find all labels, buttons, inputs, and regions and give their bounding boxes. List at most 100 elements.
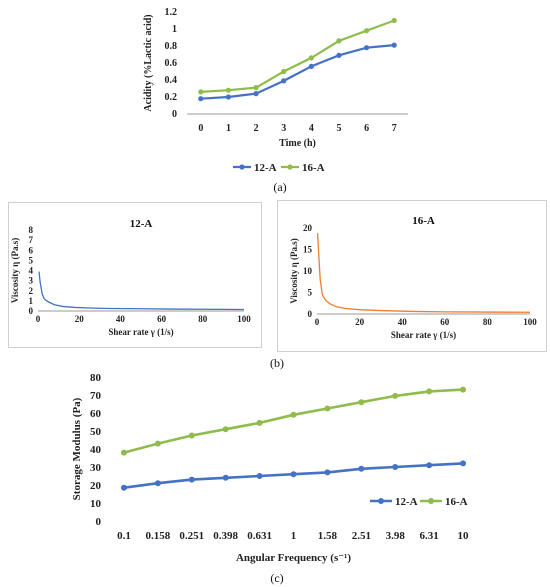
chart-title: 16-A <box>412 215 435 227</box>
data-point <box>324 405 331 412</box>
legend-marker-16-A <box>428 498 434 504</box>
data-point <box>392 464 399 470</box>
x-tick-label: 10 <box>458 530 470 542</box>
x-tick-label: 7 <box>392 123 397 134</box>
x-tick-label: 0.631 <box>247 530 272 542</box>
data-point <box>336 38 342 44</box>
x-tick-label: 3 <box>281 123 286 134</box>
data-point <box>290 411 297 418</box>
data-point <box>222 474 229 481</box>
y-tick-label: 70 <box>90 390 102 402</box>
x-axis-label: Time (h) <box>279 138 316 149</box>
series-line-12-A <box>200 44 395 100</box>
data-point <box>225 87 232 93</box>
x-tick-label: 0 <box>36 314 41 324</box>
chart-title: 12-A <box>130 218 153 230</box>
x-tick-label: 0.158 <box>145 530 170 542</box>
caption-c: (c) <box>270 571 283 585</box>
data-point <box>120 484 127 491</box>
data-point <box>225 94 232 100</box>
legend-label: 16-A <box>445 496 468 508</box>
caption-b-wrap: (b) <box>270 356 284 370</box>
y-tick-label: 50 <box>90 426 102 438</box>
y-tick-label: 1 <box>29 296 34 306</box>
storage-modulus-chart: 0 10 20 30 40 50 60 70 80 0.1 0.158 0.251 0.398 0.631… <box>71 372 470 564</box>
data-point <box>336 52 342 58</box>
viscosity-curve <box>38 271 245 311</box>
legend-label: 12-A <box>254 162 277 174</box>
x-tick-label: 100 <box>523 317 537 327</box>
series-line-16-A <box>123 388 464 454</box>
y-tick-label: 0 <box>96 516 102 528</box>
y-tick-label: 0.8 <box>165 41 178 52</box>
data-point <box>392 392 399 399</box>
data-point <box>256 473 263 479</box>
data-point <box>120 449 127 456</box>
y-tick-label: 7 <box>29 235 34 245</box>
x-tick-label: 2.51 <box>352 530 371 542</box>
data-point <box>154 480 161 487</box>
data-point <box>363 45 370 51</box>
x-tick-label: 3.98 <box>386 530 406 542</box>
y-tick-label: 0.6 <box>165 58 178 69</box>
y-tick-label: 3 <box>29 276 34 286</box>
viscosity-16a-frame <box>277 200 547 352</box>
viscosity-curve <box>316 233 531 313</box>
data-point <box>358 399 365 406</box>
legend-marker-16-A <box>287 164 293 170</box>
x-tick-label: 80 <box>198 314 208 324</box>
y-tick-label: 20 <box>90 480 102 492</box>
y-tick-label: 80 <box>90 372 102 384</box>
x-tick-label: 20 <box>75 314 85 324</box>
legend-label: 16-A <box>302 162 325 174</box>
caption-c-wrap: (c) <box>270 571 283 585</box>
y-tick-label: 10 <box>303 266 313 276</box>
data-point <box>460 460 467 467</box>
x-tick-label: 4 <box>309 123 314 134</box>
data-point <box>363 28 370 34</box>
data-point <box>460 386 467 393</box>
x-tick-label: 0.251 <box>179 530 204 542</box>
y-tick-label: 6 <box>29 245 34 255</box>
x-tick-label: 1 <box>291 530 297 542</box>
series-line-16-A <box>200 19 395 93</box>
data-point <box>391 17 397 24</box>
y-tick-label: 8 <box>29 225 34 235</box>
x-tick-label: 6 <box>364 123 369 134</box>
y-tick-label: 0 <box>308 309 313 319</box>
caption-b: (b) <box>270 356 284 370</box>
y-tick-label: 2 <box>29 286 34 296</box>
y-tick-label: 60 <box>90 408 102 420</box>
x-tick-label: 0 <box>198 123 203 134</box>
y-tick-label: 15 <box>303 245 313 255</box>
y-tick-label: 0.4 <box>165 75 178 86</box>
data-point <box>253 85 259 91</box>
x-tick-label: 2 <box>254 123 259 134</box>
data-point <box>308 55 314 61</box>
x-axis-label: Shear rate γ (1/s) <box>108 327 173 337</box>
legend-label: 12-A <box>395 496 418 508</box>
data-point <box>198 96 204 102</box>
y-tick-label: 40 <box>90 444 102 456</box>
x-tick-label: 1.58 <box>318 530 338 542</box>
data-point <box>324 469 331 476</box>
x-tick-label: 40 <box>398 317 408 327</box>
x-tick-label: 1 <box>226 123 231 134</box>
acidity-chart: 0 0.2 0.4 0.6 0.8 1 1.2 0 1 2 3 4 5 6 7 Time (h) Acidity… <box>143 7 408 174</box>
legend-marker-12-A <box>378 498 384 504</box>
data-point <box>358 465 365 472</box>
x-tick-label: 100 <box>237 314 251 324</box>
viscosity-16a-chart: 0 5 10 15 20 0 20 40 60 80 100 Shear rate γ (1/s) Vi… <box>289 215 537 340</box>
data-point <box>426 462 433 469</box>
y-axis-label: Viscosity η (Pa.s) <box>289 238 299 304</box>
data-point <box>253 91 259 97</box>
y-axis-label: Storage Modulus (Pa) <box>71 397 83 500</box>
data-point <box>188 476 195 483</box>
x-tick-label: 60 <box>440 317 450 327</box>
caption-a-wrap: (a) <box>273 180 286 194</box>
data-point <box>154 440 161 447</box>
x-tick-label: 5 <box>336 123 341 134</box>
data-point <box>256 419 263 426</box>
data-point <box>222 426 229 433</box>
y-tick-label: 10 <box>90 498 102 510</box>
